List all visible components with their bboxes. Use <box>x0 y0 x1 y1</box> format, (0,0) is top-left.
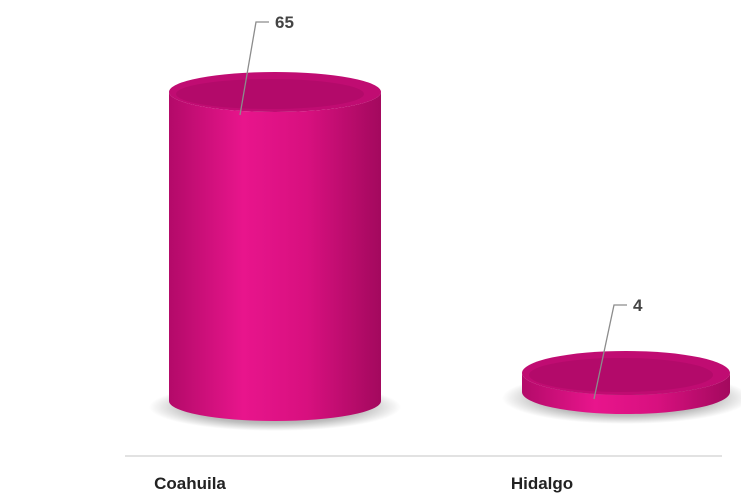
bar-top-coahuila <box>169 72 381 112</box>
category-labels-layer: Coahuila Hidalgo <box>154 474 573 493</box>
data-label-group-hidalgo: 4 <box>593 296 643 400</box>
bar-top-shade-coahuila <box>176 79 364 109</box>
category-label-coahuila: Coahuila <box>154 474 226 493</box>
bar-body-coahuila <box>169 92 381 421</box>
bar-hidalgo <box>502 350 741 424</box>
bar-top-shade-hidalgo <box>529 357 713 392</box>
data-label-group-coahuila: 65 <box>239 13 294 116</box>
leader-line-coahuila <box>239 21 269 116</box>
data-label-hidalgo: 4 <box>633 296 643 315</box>
category-label-hidalgo: Hidalgo <box>511 474 573 493</box>
bar-body-hidalgo <box>522 372 730 414</box>
labels-layer: 65 4 <box>239 13 643 400</box>
data-label-coahuila: 65 <box>275 13 294 32</box>
bar-top-hidalgo <box>522 350 730 395</box>
bars-layer <box>149 72 741 431</box>
bar-coahuila <box>149 72 401 431</box>
leader-line-hidalgo <box>593 304 627 400</box>
